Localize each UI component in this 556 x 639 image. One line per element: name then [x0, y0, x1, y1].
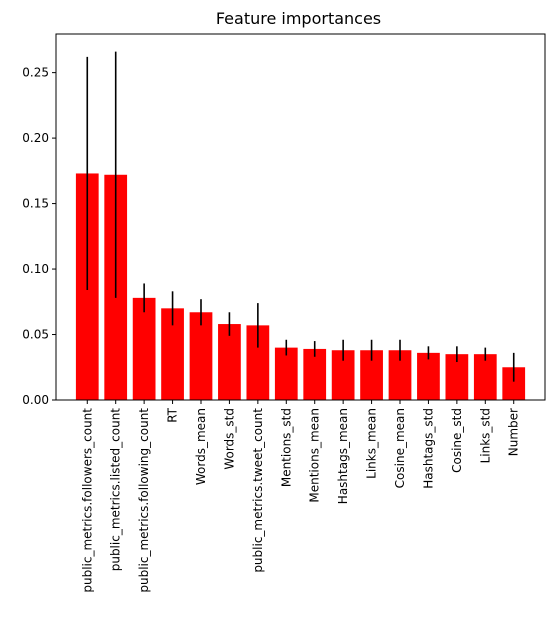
x-tick-label-Words_mean: Words_mean	[194, 408, 208, 485]
x-tick-label-Mentions_mean: Mentions_mean	[308, 408, 322, 503]
bar-public_metrics.tweet_count	[246, 325, 270, 400]
bars-layer	[75, 173, 526, 400]
plot-frame	[55, 33, 546, 401]
bar-Mentions_mean	[303, 348, 327, 400]
bar-Links_std	[473, 354, 497, 400]
x-tick-label-Mentions_std: Mentions_std	[279, 408, 293, 487]
x-tick-label-Links_mean: Links_mean	[365, 408, 379, 479]
error-bars-layer	[86, 51, 515, 382]
bar-Mentions_std	[274, 347, 298, 400]
chart-title: Feature importances	[216, 9, 381, 28]
x-tick-label-RT: RT	[166, 407, 180, 422]
bar-Links_mean	[360, 350, 383, 400]
bar-Words_std	[218, 324, 241, 400]
bar-Cosine_mean	[388, 350, 412, 400]
x-axis: public_metrics.followers_count public_met…	[80, 400, 521, 593]
x-tick-label-Cosine_std: Cosine_std	[450, 408, 464, 473]
x-tick-label-public_metrics.following_count: public_metrics.following_count	[137, 408, 151, 593]
x-tick-label-Cosine_mean: Cosine_mean	[393, 408, 407, 488]
bar-Cosine_std	[445, 354, 469, 400]
x-tick-label-Hashtags_std: Hashtags_std	[421, 408, 435, 489]
x-tick-label-public_metrics.followers_count: public_metrics.followers_count	[80, 408, 94, 593]
bar-Number	[502, 367, 526, 400]
x-tick-label-Links_std: Links_std	[478, 408, 492, 463]
y-tick-label: 0.15	[22, 197, 49, 211]
bar-RT	[161, 308, 184, 400]
y-axis: 0.00 0.05 0.10 0.15 0.20 0.25	[22, 66, 56, 407]
bar-public_metrics.following_count	[132, 297, 156, 400]
x-tick-label-Number: Number	[507, 408, 521, 456]
bar-Hashtags_std	[417, 352, 440, 400]
y-tick-label: 0.20	[22, 131, 49, 145]
x-tick-label-Hashtags_mean: Hashtags_mean	[336, 408, 350, 504]
bar-Hashtags_mean	[331, 350, 355, 400]
x-tick-label-public_metrics.listed_count: public_metrics.listed_count	[109, 408, 123, 572]
x-tick-label-public_metrics.tweet_count: public_metrics.tweet_count	[251, 408, 265, 573]
y-tick-label: 0.25	[22, 66, 49, 80]
bar-Words_mean	[189, 312, 213, 400]
y-tick-label: 0.10	[22, 262, 49, 276]
y-tick-label: 0.00	[22, 393, 49, 407]
y-tick-label: 0.05	[22, 328, 49, 342]
x-tick-label-Words_std: Words_std	[222, 408, 236, 470]
